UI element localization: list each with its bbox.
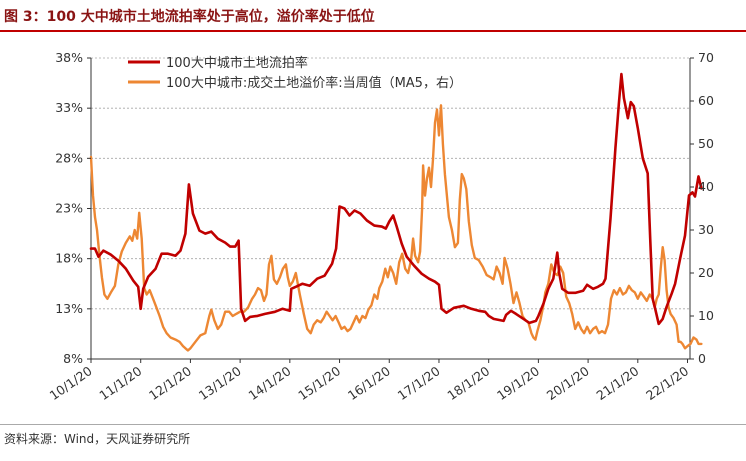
- x-axis-ticks: 10/1/20 11/1/20 12/1/20 13/1/20 14/1/20 15/1/…: [47, 359, 691, 403]
- series-line-premium-rate: [89, 104, 703, 352]
- legend-label: 100大中城市:成交土地溢价率:当周值（MA5，右）: [166, 75, 462, 91]
- legend-label: 100大中城市土地流拍率: [166, 55, 308, 71]
- x-tick-label: 17/1/20: [395, 363, 443, 403]
- x-tick-label: 14/1/20: [245, 363, 293, 403]
- left-tick-label: 23%: [55, 201, 83, 216]
- right-tick-label: 60: [698, 93, 714, 108]
- x-tick-label: 10/1/20: [47, 363, 95, 403]
- x-tick-label: 18/1/20: [444, 363, 492, 403]
- x-tick-label: 19/1/20: [494, 363, 542, 403]
- right-tick-label: 70: [698, 50, 714, 65]
- right-tick-label: 50: [698, 136, 714, 151]
- right-tick-label: 30: [698, 222, 714, 237]
- x-tick-label: 15/1/20: [295, 363, 343, 403]
- x-tick-label: 11/1/20: [96, 363, 144, 403]
- left-tick-label: 18%: [55, 251, 83, 266]
- right-tick-label: 10: [698, 308, 714, 323]
- x-tick-label: 22/1/20: [643, 363, 691, 403]
- legend: 100大中城市土地流拍率 100大中城市:成交土地溢价率:当周值（MA5，右）: [128, 55, 462, 91]
- right-tick-label: 20: [698, 265, 714, 280]
- x-tick-label: 20/1/20: [544, 363, 592, 403]
- right-axis-ticks: 0 10 20 30 40 50 60 70: [690, 50, 714, 366]
- left-tick-label: 33%: [55, 100, 83, 115]
- left-tick-label: 28%: [55, 150, 83, 165]
- left-axis-ticks: 8% 13% 18% 23% 28% 33% 38%: [55, 50, 91, 366]
- right-tick-label: 40: [698, 179, 714, 194]
- title-rule: [0, 30, 746, 32]
- x-tick-label: 16/1/20: [345, 363, 393, 403]
- source-rule: [0, 424, 746, 425]
- gridlines: [91, 57, 690, 310]
- left-tick-label: 13%: [55, 301, 83, 316]
- x-tick-label: 13/1/20: [196, 363, 244, 403]
- x-tick-label: 21/1/20: [593, 363, 641, 403]
- series-lines: [89, 72, 703, 352]
- source-note: 资料来源：Wind，天风证券研究所: [4, 432, 191, 446]
- right-tick-label: 0: [698, 351, 706, 366]
- series-line-auction-failure-rate: [89, 72, 703, 326]
- left-tick-label: 38%: [55, 50, 83, 65]
- figure-title: 图 3：100 大中城市土地流拍率处于高位，溢价率处于低位: [4, 9, 375, 25]
- left-tick-label: 8%: [63, 351, 83, 366]
- x-tick-label: 12/1/20: [146, 363, 194, 403]
